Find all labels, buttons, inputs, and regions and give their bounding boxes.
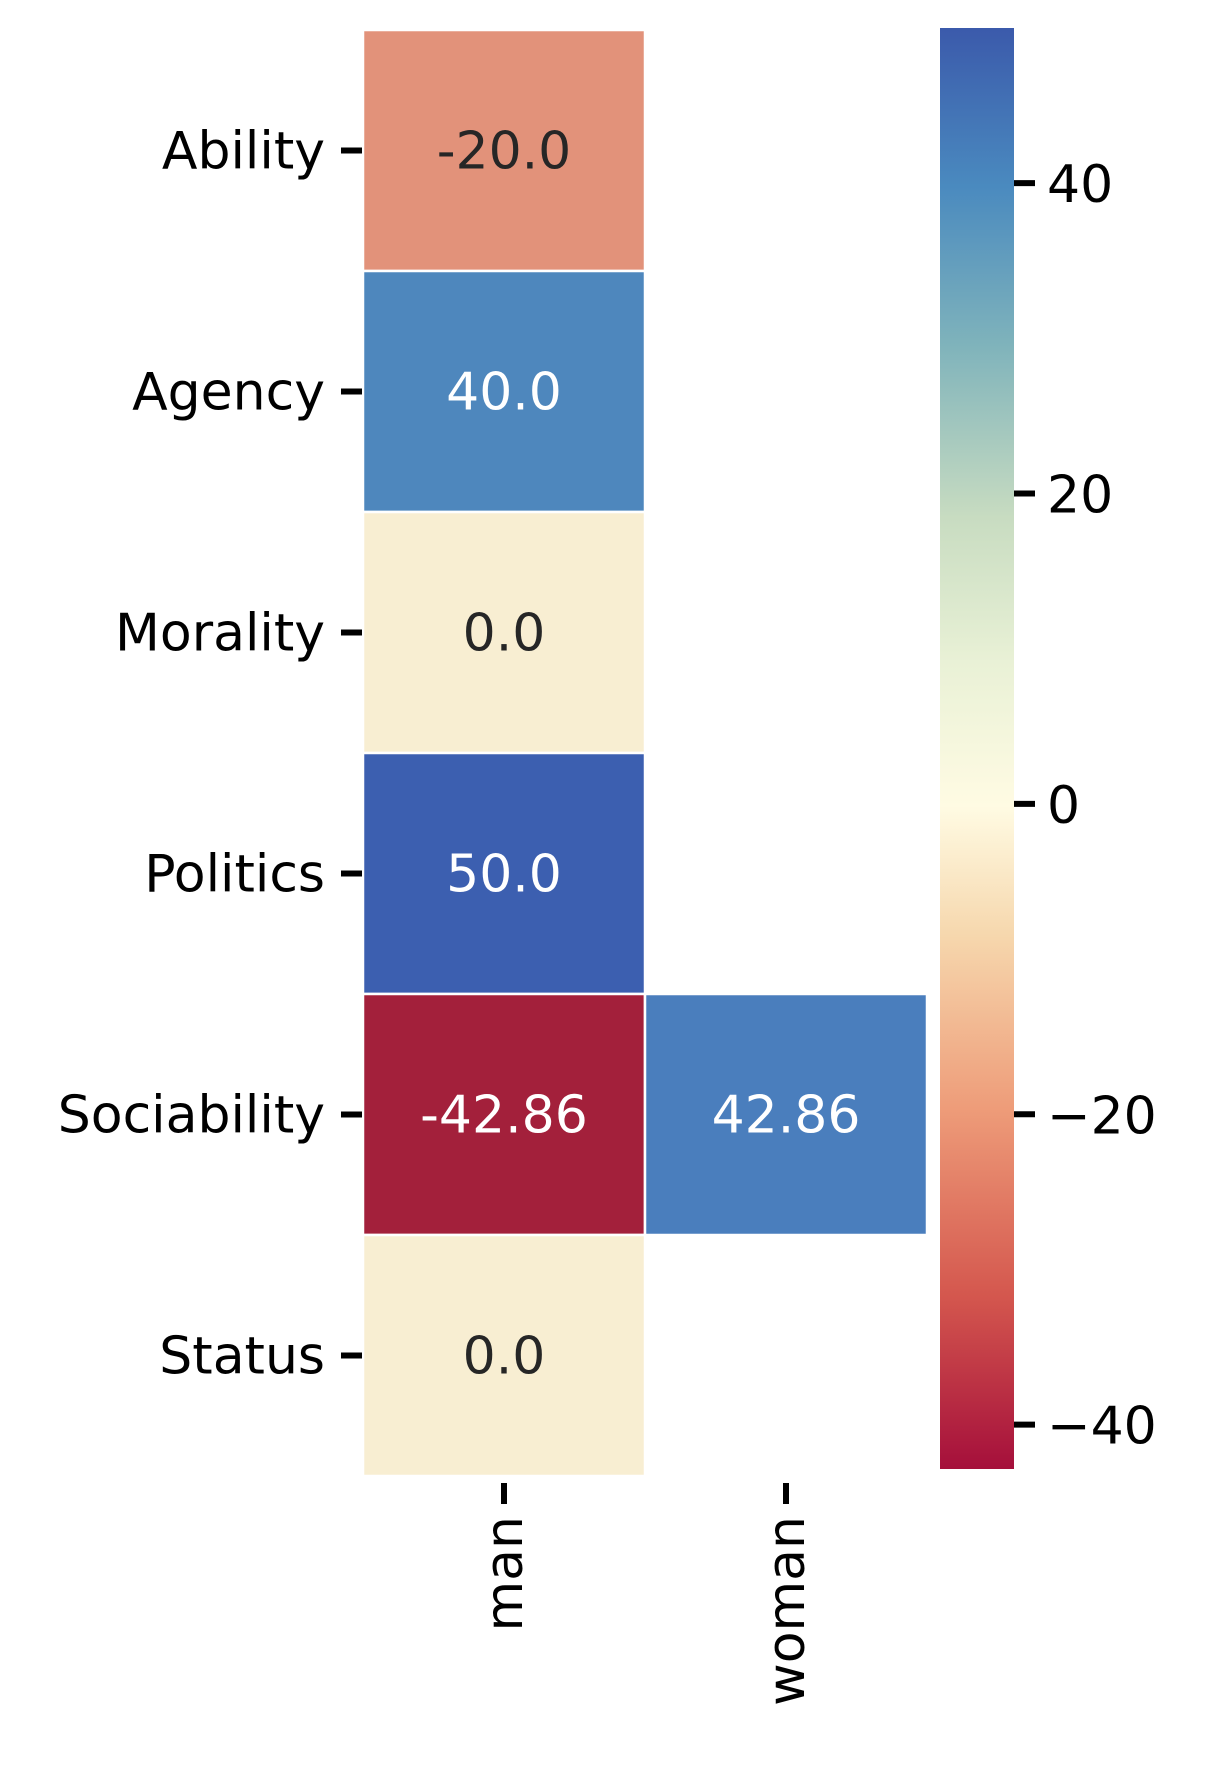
colorbar [940,28,1014,1469]
row-label-agency: Agency [132,363,325,423]
colorbar-tick-label: 20 [1047,466,1113,526]
cell-value-label: 0.0 [463,604,546,664]
heatmap-cell-sociability-man [361,992,647,1237]
cell-value-label: 0.0 [463,1327,546,1387]
heatmap-cell-agency-man [361,269,647,514]
cell-value-label: 42.86 [712,1086,861,1146]
cell-value-label: -42.86 [420,1086,588,1146]
row-label-ability: Ability [162,122,325,182]
cell-value-label: -20.0 [437,122,572,182]
cell-value-label: 50.0 [446,845,562,905]
cell-value-label: 40.0 [446,363,562,423]
row-label-sociability: Sociability [58,1086,325,1146]
heatmap-cell-status-man [361,1233,647,1478]
colorbar-tick-label: −40 [1047,1397,1157,1457]
colorbar-tick-label: 40 [1047,155,1113,215]
colorbar-axis: 40 20 0 −20 −40 [1014,155,1157,1457]
heatmap-cell-morality-man [361,510,647,755]
column-label-woman: woman [757,1516,817,1706]
heatmap-cells: -20.0 40.0 0.0 50.0 -42.86 42.86 0.0 [361,28,929,1478]
heatmap-cell-ability-man [361,28,647,273]
row-label-status: Status [159,1327,325,1387]
colorbar-tick-label: 0 [1047,776,1080,836]
colorbar-tick-label: −20 [1047,1086,1157,1146]
column-label-man: man [475,1516,535,1631]
row-axis: Ability Agency Morality Politics Sociability… [58,122,362,1387]
row-label-morality: Morality [115,604,325,664]
colorbar-gradient [940,28,1014,1469]
heatmap-cell-politics-man [361,751,647,996]
column-axis: man woman [475,1483,817,1706]
heatmap-cell-sociability-woman [643,992,929,1237]
row-label-politics: Politics [144,845,325,905]
